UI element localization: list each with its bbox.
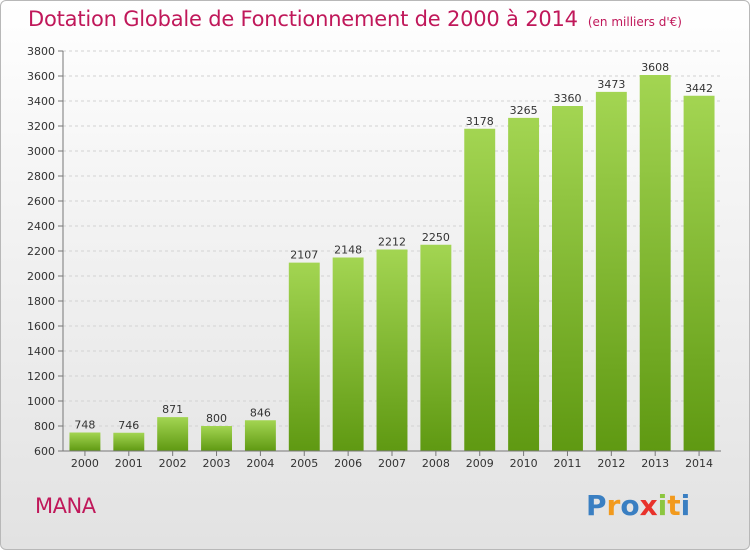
bar <box>420 244 452 451</box>
bar <box>157 417 189 451</box>
y-tick-label: 1600 <box>27 320 55 333</box>
x-tick-label: 2007 <box>378 457 406 470</box>
axes: 600 800 1000 1200 1400 1600 1800 2000 2200 2400 26… <box>27 45 721 470</box>
logo-letter: x <box>639 489 658 522</box>
x-tick-label: 2009 <box>466 457 494 470</box>
bar <box>376 249 408 451</box>
proxiti-logo: Proxiti <box>586 489 690 522</box>
x-tick-label: 2006 <box>334 457 362 470</box>
bar-value-label: 3473 <box>597 78 625 91</box>
logo-letter: i <box>680 489 691 522</box>
chart-title-unit: (en milliers d'€) <box>587 15 682 29</box>
bar <box>244 420 276 451</box>
y-tick-label: 1000 <box>27 395 55 408</box>
bar <box>201 426 232 451</box>
bar-value-label: 871 <box>162 403 183 416</box>
bars: 748 746 871 800 846 2107 2148 2212 2250 3178 3265 3… <box>69 61 715 451</box>
x-tick-label: 2013 <box>641 457 669 470</box>
x-tick-label: 2000 <box>71 457 99 470</box>
y-tick-label: 3600 <box>27 70 55 83</box>
x-tick-label: 2008 <box>422 457 450 470</box>
bar <box>113 432 145 451</box>
y-tick-label: 3200 <box>27 120 55 133</box>
logo-letter: P <box>586 489 607 522</box>
logo-letter: i <box>657 489 668 522</box>
y-tick-label: 3400 <box>27 95 55 108</box>
x-tick-label: 2001 <box>115 457 143 470</box>
y-tick-label: 800 <box>34 420 55 433</box>
x-tick-label: 2010 <box>510 457 538 470</box>
x-tick-label: 2003 <box>203 457 231 470</box>
x-tick-label: 2005 <box>290 457 318 470</box>
y-tick-label: 1400 <box>27 345 55 358</box>
x-tick-label: 2014 <box>685 457 713 470</box>
x-tick-label: 2012 <box>597 457 625 470</box>
bar <box>683 95 715 451</box>
bar <box>508 117 540 451</box>
bar-value-label: 3608 <box>641 61 669 74</box>
bar-value-label: 2107 <box>290 249 318 262</box>
bar-value-label: 746 <box>118 419 139 432</box>
x-tick-label: 2002 <box>159 457 187 470</box>
y-tick-label: 2000 <box>27 270 55 283</box>
y-tick-label: 1800 <box>27 295 55 308</box>
bar-value-label: 2212 <box>378 236 406 249</box>
bar-value-label: 3178 <box>466 115 494 128</box>
y-tick-label: 2200 <box>27 245 55 258</box>
x-tick-label: 2011 <box>553 457 581 470</box>
y-tick-label: 1200 <box>27 370 55 383</box>
chart-title: Dotation Globale de Fonctionnement de 20… <box>28 7 682 31</box>
bar <box>595 91 627 451</box>
bar <box>639 75 671 451</box>
x-tick-label: 2004 <box>246 457 274 470</box>
logo-letter: o <box>620 489 640 522</box>
bar <box>464 128 496 451</box>
town-name: MANA <box>35 494 96 518</box>
logo-letter: t <box>667 489 681 522</box>
bar-value-label: 2148 <box>334 244 362 257</box>
y-tick-label: 2800 <box>27 170 55 183</box>
bar-value-label: 846 <box>250 406 271 419</box>
bar-value-label: 2250 <box>422 231 450 244</box>
chart-title-main: Dotation Globale de Fonctionnement de 20… <box>28 7 578 31</box>
logo-letter: r <box>606 489 621 522</box>
bar <box>332 257 364 451</box>
bar-value-label: 3360 <box>553 92 581 105</box>
y-tick-label: 2600 <box>27 195 55 208</box>
bar <box>552 106 583 451</box>
bar <box>288 262 320 451</box>
bar-value-label: 800 <box>206 412 227 425</box>
y-tick-label: 3800 <box>27 45 55 58</box>
bar-value-label: 3265 <box>510 104 538 117</box>
bar-value-label: 748 <box>74 419 95 432</box>
bar <box>69 432 101 451</box>
bar-value-label: 3442 <box>685 82 713 95</box>
y-tick-label: 600 <box>34 445 55 458</box>
y-tick-label: 2400 <box>27 220 55 233</box>
y-tick-label: 3000 <box>27 145 55 158</box>
